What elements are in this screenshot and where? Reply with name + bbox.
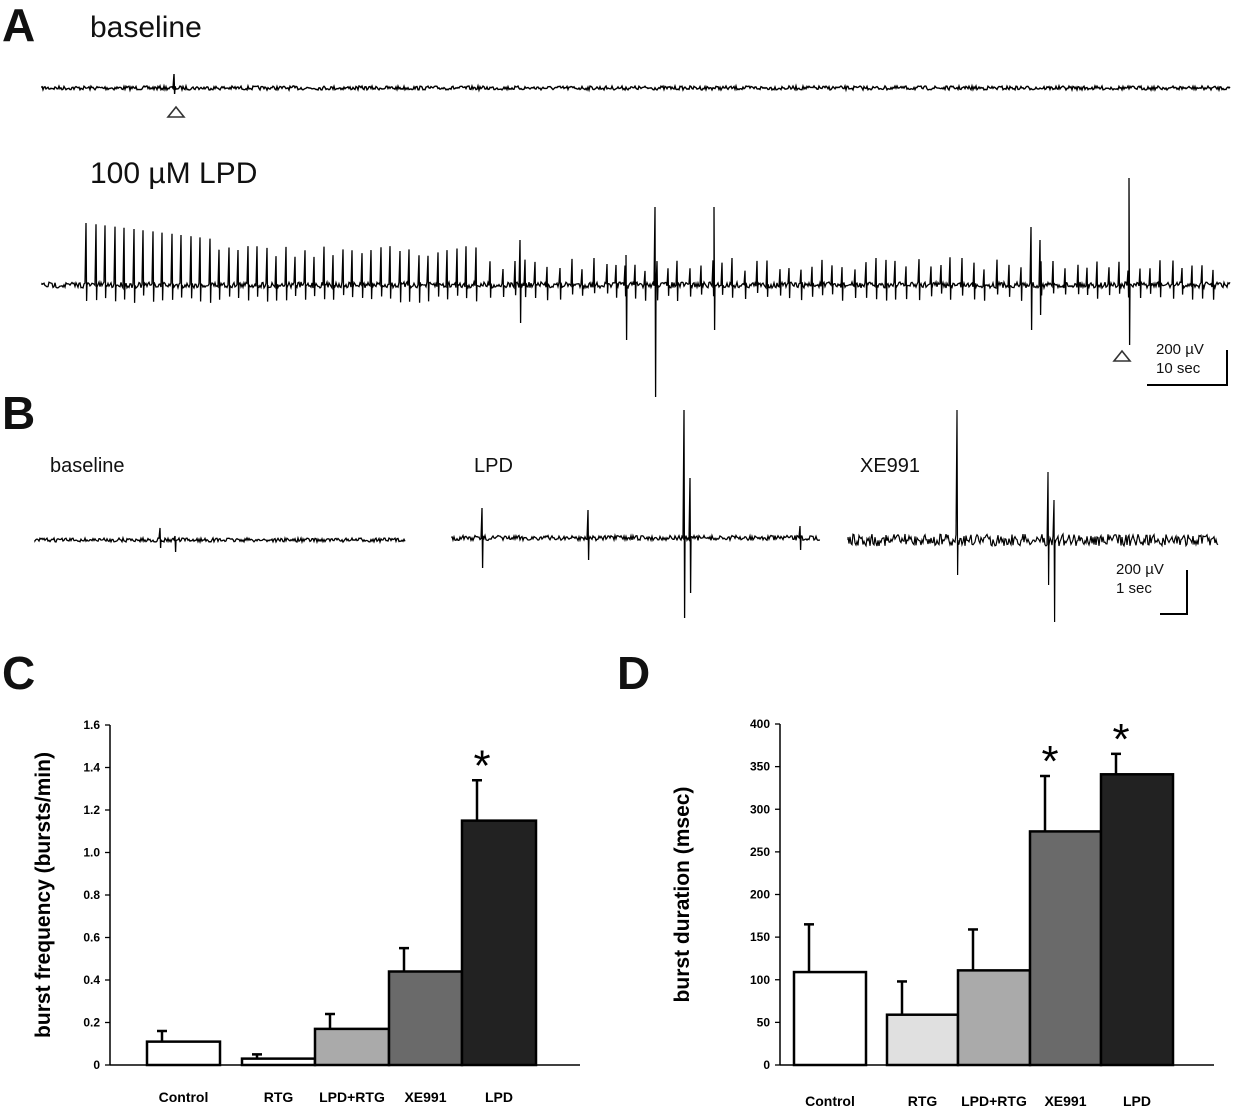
x-tick-label-C: LPD+RTG [319, 1089, 385, 1105]
y-tick-label-D: 350 [750, 760, 770, 774]
trace-label-b-xe991: XE991 [860, 455, 921, 477]
y-tick-label-D: 0 [763, 1058, 770, 1072]
scale-time-a: 10 sec [1156, 360, 1201, 377]
panel-letter-a: A [2, 0, 36, 51]
trace-b-baseline [34, 527, 406, 553]
y-tick-label-C: 0.4 [83, 973, 100, 987]
event-marker-a1 [166, 105, 186, 118]
x-tick-label-D: Control [805, 1093, 855, 1106]
y-tick-label-C: 0 [93, 1058, 100, 1072]
y-tick-label-D: 50 [757, 1015, 771, 1029]
y-tick-label-C: 0.2 [83, 1016, 100, 1030]
x-tick-label-C: LPD [485, 1089, 513, 1105]
y-axis-label-D: burst duration (msec) [671, 787, 694, 1003]
trace-label-b-baseline: baseline [50, 455, 125, 477]
x-tick-label-C: XE991 [404, 1089, 446, 1105]
trace-a-baseline [41, 73, 1231, 95]
y-tick-label-D: 150 [750, 930, 770, 944]
significance-marker-C: * [473, 741, 490, 790]
y-tick-label-D: 250 [750, 845, 770, 859]
x-tick-label-D: LPD [1123, 1093, 1151, 1106]
y-tick-label-C: 0.8 [83, 888, 100, 902]
significance-marker-D: * [1041, 737, 1058, 786]
trace-b-xe991 [847, 409, 1219, 623]
y-tick-label-C: 1.2 [83, 803, 100, 817]
y-tick-label-C: 1.6 [83, 718, 100, 732]
electrophysiology-traces [34, 73, 1231, 623]
bar-C-rtg [240, 1057, 317, 1067]
x-tick-label-C: RTG [264, 1089, 294, 1105]
x-tick-label-D: LPD+RTG [961, 1093, 1027, 1106]
panel-letter-b: B [2, 387, 36, 439]
bar-D-lpd [1099, 773, 1175, 1067]
y-tick-label-D: 300 [750, 802, 770, 816]
bar-C-lpd [460, 819, 538, 1067]
trace-label-baseline: baseline [90, 11, 202, 44]
trace-a-lpd [41, 177, 1231, 398]
y-tick-label-C: 1.4 [83, 761, 100, 775]
trace-label-lpd: 100 µM LPD [90, 157, 258, 190]
scale-time-b: 1 sec [1116, 580, 1152, 597]
bar-C-control [145, 1040, 222, 1067]
bar-D-xe991 [1028, 830, 1103, 1067]
scale-bar-b [1160, 570, 1188, 615]
trace-label-b-lpd: LPD [474, 455, 513, 477]
x-tick-label-D: XE991 [1044, 1093, 1086, 1106]
panel-letter-d: D [617, 647, 651, 699]
x-tick-label-C: Control [159, 1089, 209, 1105]
y-tick-label-C: 1.0 [83, 846, 100, 860]
bar-C-lpd-rtg [313, 1027, 391, 1067]
event-marker-a2 [1112, 349, 1132, 362]
scale-amplitude-a: 200 µV [1156, 341, 1204, 358]
y-axis-label-C: burst frequency (bursts/min) [32, 752, 55, 1038]
bar-D-control [792, 970, 868, 1067]
bar-D-rtg [885, 1013, 960, 1067]
y-tick-label-D: 400 [750, 717, 770, 731]
y-tick-label-C: 0.6 [83, 931, 100, 945]
y-tick-label-D: 100 [750, 973, 770, 987]
y-tick-label-D: 200 [750, 888, 770, 902]
x-tick-label-D: RTG [908, 1093, 938, 1106]
bar-C-xe991 [387, 970, 464, 1067]
significance-marker-D: * [1112, 715, 1129, 764]
trace-b-lpd [451, 409, 821, 619]
scale-amplitude-b: 200 µV [1116, 561, 1164, 578]
bar-D-lpd-rtg [956, 969, 1032, 1067]
panel-letter-c: C [2, 647, 36, 699]
scale-bar-a [1147, 350, 1228, 386]
